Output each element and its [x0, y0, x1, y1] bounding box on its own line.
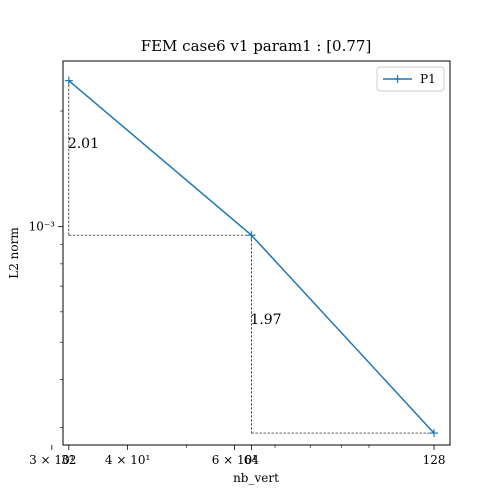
slope-label: 2.01 [68, 136, 99, 152]
x-tick-label: 128 [423, 453, 446, 467]
y-tick-label: 10⁻³ [29, 220, 56, 234]
slope-label: 1.97 [250, 312, 281, 328]
x-axis-label: nb_vert [233, 471, 279, 485]
data-point [430, 429, 439, 438]
y-axis-ticks: 10⁻³ [29, 110, 63, 428]
legend: P1 [376, 66, 445, 92]
data-point [247, 231, 256, 240]
legend-label: P1 [420, 72, 436, 86]
chart-title: FEM case6 v1 param1 : [0.77] [141, 37, 372, 55]
x-tick-label: 32 [61, 453, 76, 467]
legend-marker [393, 75, 402, 83]
x-tick-label: 6 × 10¹ [212, 453, 257, 467]
plot-area: 2.01 1.97 [64, 76, 439, 438]
x-tick-label: 4 × 10¹ [105, 453, 150, 467]
plot-frame [62, 60, 451, 446]
y-axis-label: L2 norm [7, 227, 21, 279]
data-point [64, 76, 73, 85]
x-tick-label: 3 × 10¹ [29, 453, 74, 467]
x-tick-label: 64 [244, 453, 260, 467]
